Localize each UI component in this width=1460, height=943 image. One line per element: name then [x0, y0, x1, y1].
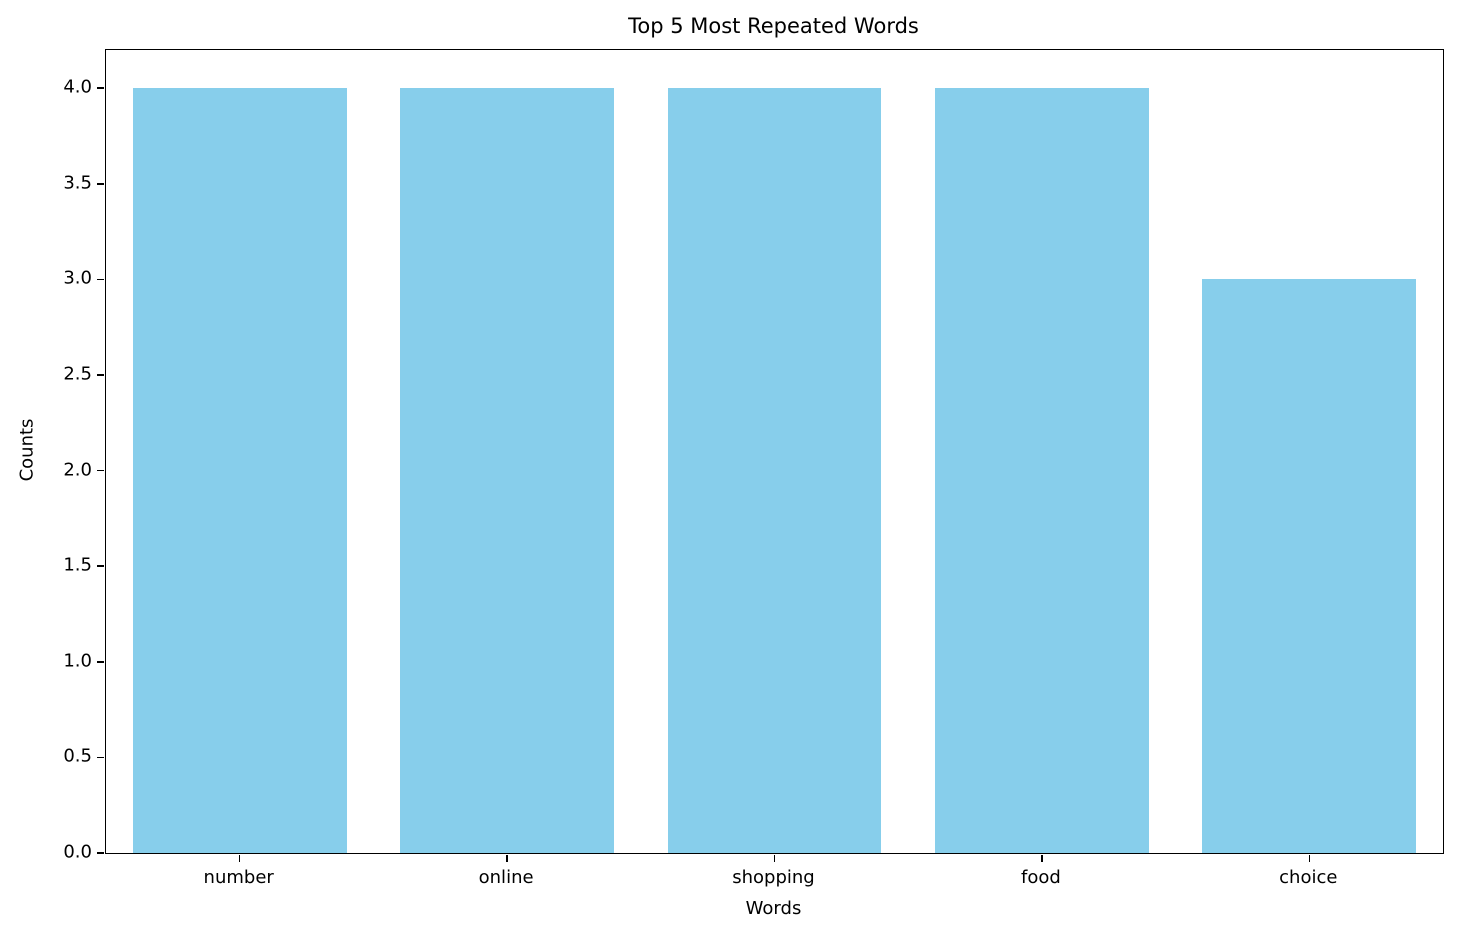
bar-food: [934, 88, 1149, 853]
y-tick-label: 1.0: [63, 650, 92, 672]
x-tick-label-number: number: [203, 867, 274, 888]
y-tick-mark: [97, 852, 105, 854]
y-tick-mark: [97, 374, 105, 376]
x-tick-mark: [238, 854, 241, 862]
y-tick-label: 0.5: [63, 745, 92, 767]
x-axis-label: Words: [745, 898, 802, 919]
y-tick-mark: [97, 565, 105, 567]
plot-area: [97, 49, 1444, 862]
x-tick-label-online: online: [478, 867, 534, 888]
y-tick-label: 4.0: [63, 76, 92, 98]
y-tick-label: 3.0: [63, 267, 92, 289]
x-tick-mark: [773, 854, 776, 862]
x-tick-label-food: food: [1020, 867, 1061, 888]
y-tick-label: 0.0: [63, 841, 92, 863]
y-tick-mark: [97, 756, 105, 759]
y-axis-label: Counts: [16, 418, 38, 482]
chart-title: Top 5 Most Repeated Words: [628, 14, 919, 38]
x-tick-mark: [1041, 854, 1043, 862]
y-tick-mark: [97, 278, 105, 281]
bar-number: [132, 88, 347, 853]
y-tick-label: 1.5: [63, 554, 92, 576]
y-tick-label: 2.5: [63, 363, 92, 385]
y-tick-mark: [97, 469, 105, 472]
x-tick-mark: [1308, 854, 1311, 862]
x-tick-mark: [506, 854, 508, 862]
y-tick-mark: [97, 183, 105, 185]
y-tick-mark: [97, 661, 105, 663]
x-tick-label-shopping: shopping: [732, 867, 815, 888]
x-tick-label-choice: choice: [1279, 867, 1338, 888]
bar-choice: [1202, 279, 1417, 853]
y-tick-label: 3.5: [63, 172, 92, 194]
y-tick-mark: [97, 87, 105, 90]
y-tick-label: 2.0: [63, 459, 92, 481]
bar-online: [400, 88, 615, 853]
bar-shopping: [667, 88, 882, 853]
